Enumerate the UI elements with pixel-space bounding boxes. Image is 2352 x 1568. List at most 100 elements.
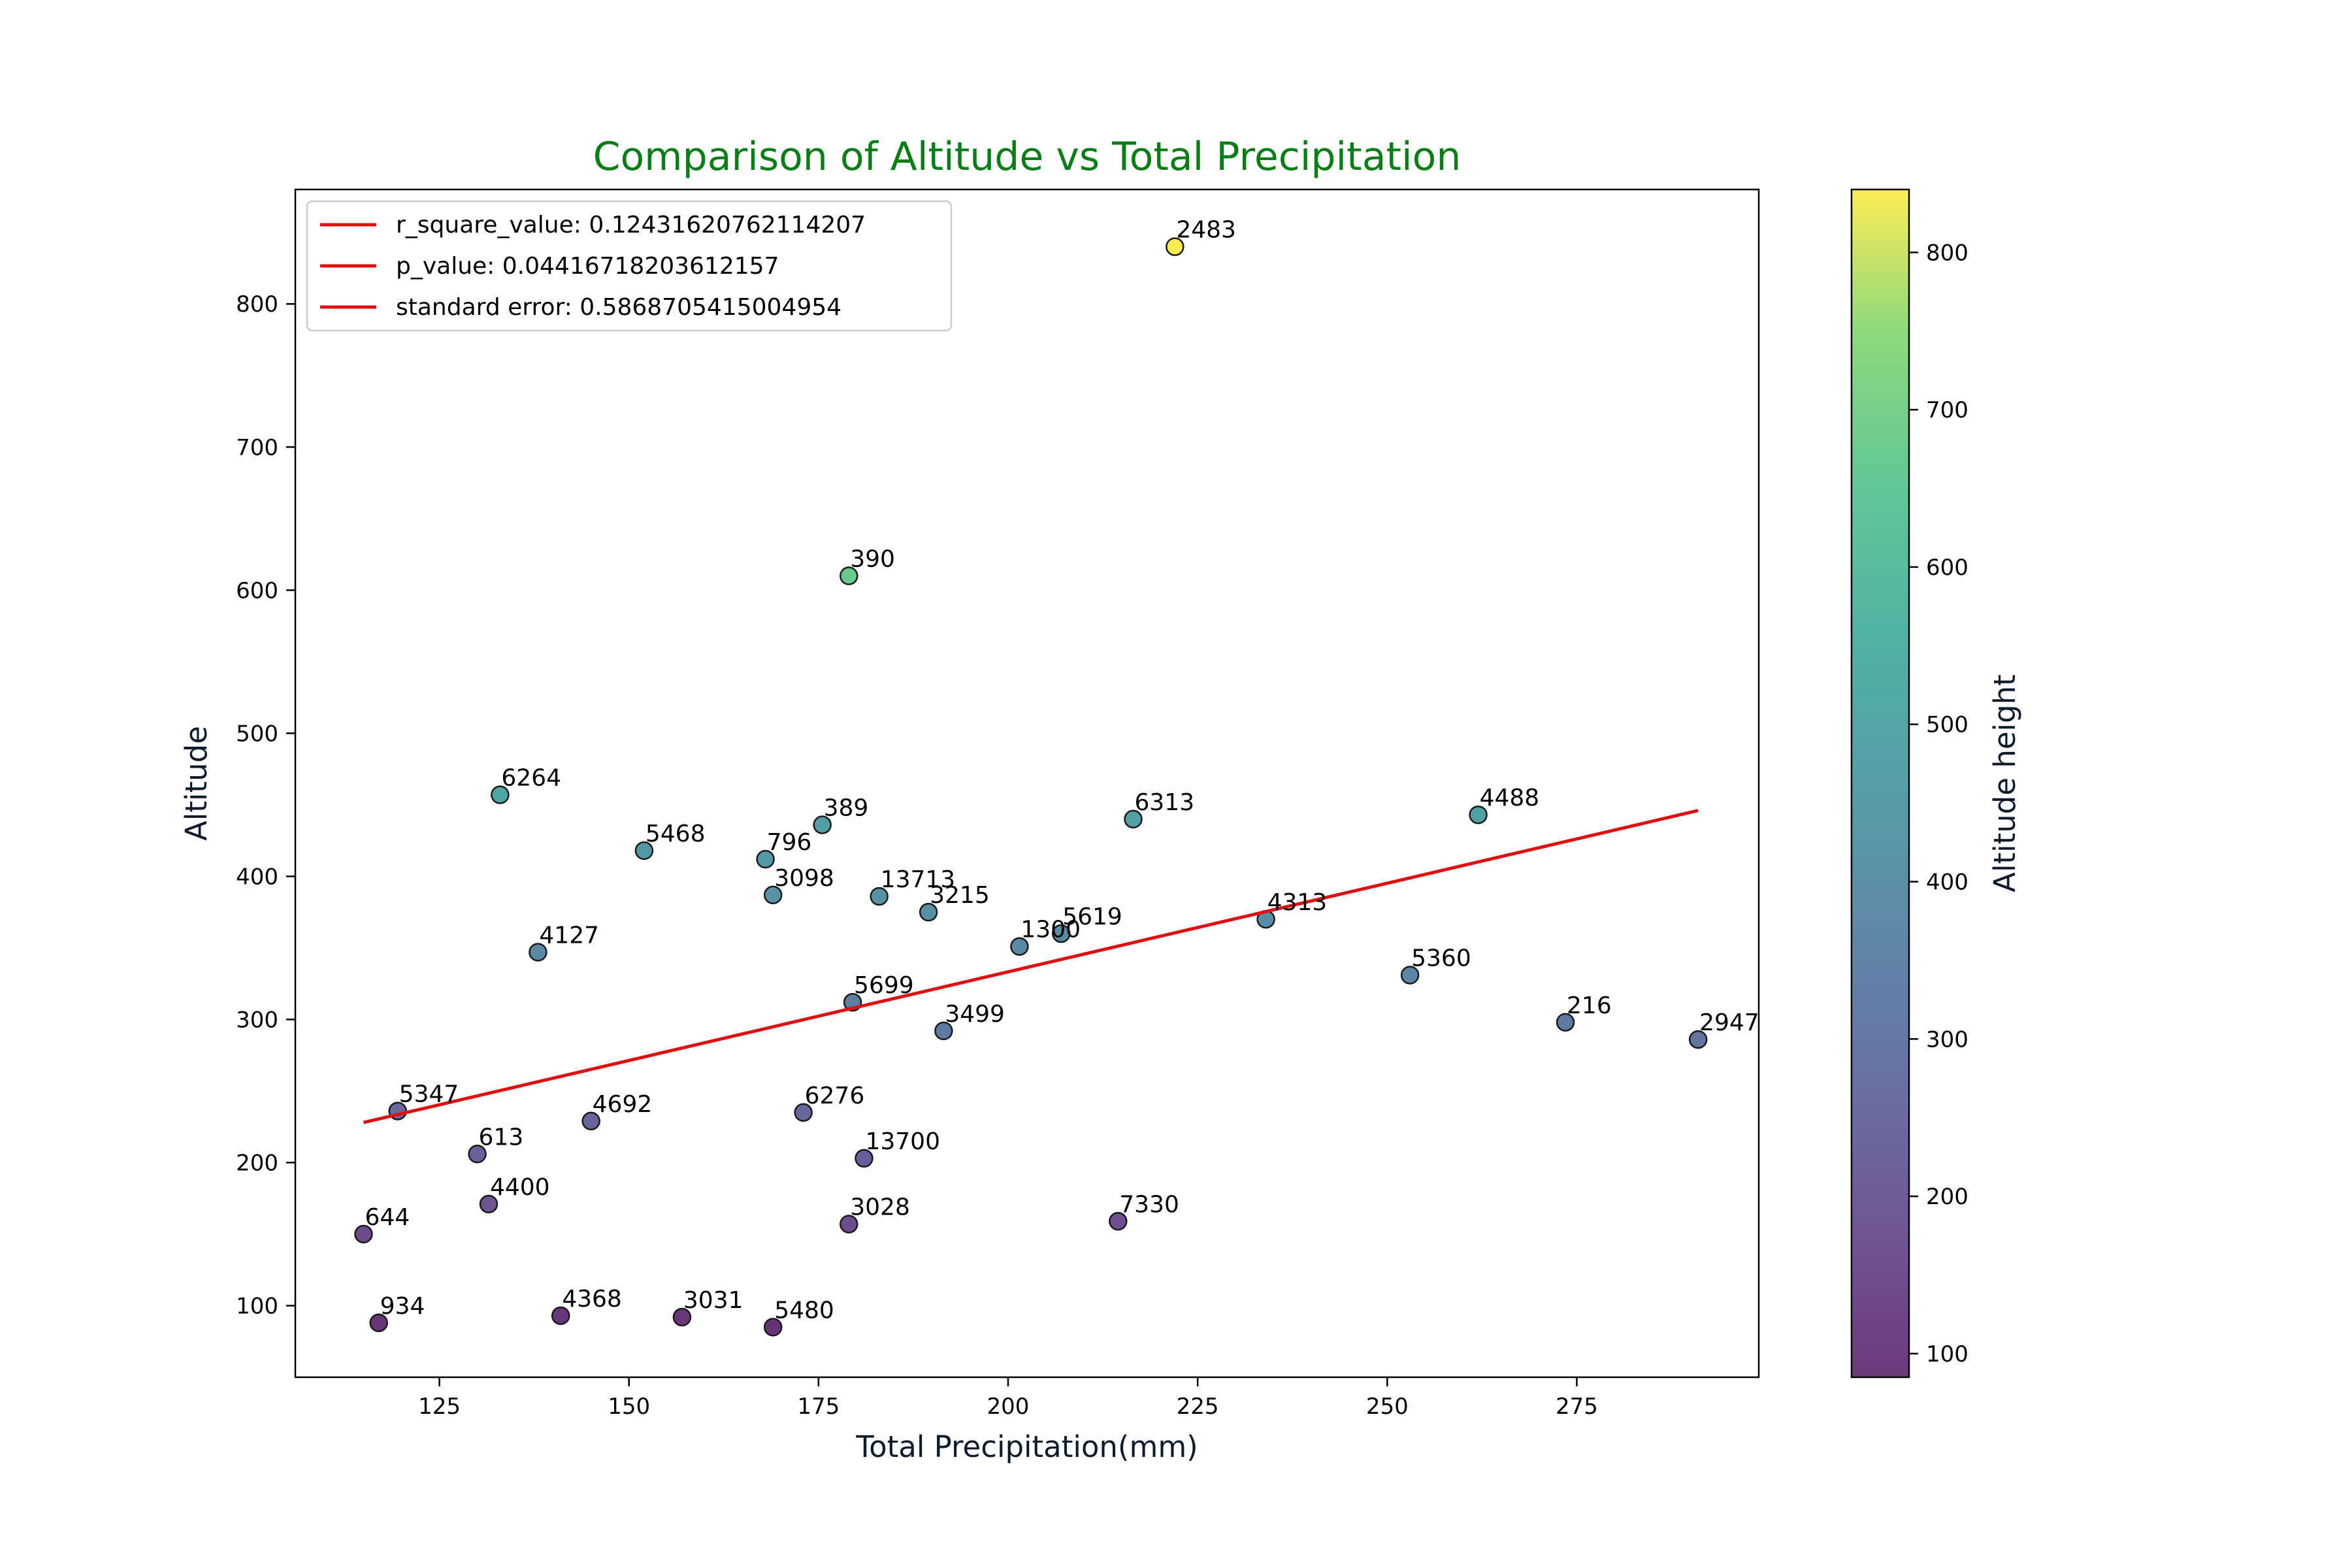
colorbar-tick-label: 100 (1926, 1341, 1968, 1367)
point-label: 6276 (805, 1083, 865, 1109)
y-tick-label: 400 (236, 864, 278, 890)
scatter-point (840, 1215, 858, 1233)
scatter-point (468, 1145, 487, 1164)
scatter-point (919, 902, 938, 922)
scatter-point (672, 1307, 692, 1327)
scatter-point (840, 566, 858, 585)
point-label: 4400 (490, 1174, 550, 1201)
colorbar-gradient (1852, 189, 1909, 1377)
scatter-point (763, 885, 783, 905)
scatter-point (1010, 937, 1029, 956)
point-label: 3028 (850, 1194, 910, 1221)
x-tick-label: 125 (418, 1394, 461, 1420)
chart-title: Comparison of Altitude vs Total Precipit… (593, 134, 1462, 180)
point-label: 3215 (930, 882, 990, 909)
scatter-point (1469, 805, 1488, 825)
scatter-point (1556, 1013, 1575, 1032)
point-label: 5360 (1411, 945, 1471, 972)
legend-entry: p_value: 0.04416718203612157 (396, 253, 779, 280)
point-label: 13700 (865, 1128, 940, 1155)
y-tick-label: 500 (236, 721, 278, 747)
x-tick-label: 225 (1177, 1394, 1219, 1420)
point-label: 4368 (562, 1286, 622, 1313)
colorbar: 100 200 300 400 500 600 700 800 Altitude height (1850, 188, 2022, 1379)
point-label: 389 (824, 795, 869, 822)
scatter-point (529, 943, 547, 962)
point-label: 390 (850, 546, 895, 572)
regression-layer (363, 809, 1699, 1124)
colorbar-tick-label: 400 (1926, 869, 1968, 895)
regression-line (363, 809, 1699, 1124)
colorbar-tick-label: 700 (1926, 397, 1968, 423)
y-axis-title: Altitude (179, 726, 214, 841)
y-tick-label: 200 (236, 1150, 278, 1176)
x-tick-label: 250 (1366, 1394, 1409, 1420)
point-label: 5468 (645, 821, 706, 847)
point-label: 13713 (881, 866, 956, 893)
point-label: 5480 (774, 1297, 834, 1324)
x-tick-label: 275 (1556, 1394, 1598, 1420)
point-label: 6264 (501, 765, 561, 792)
point-label: 5619 (1062, 904, 1122, 930)
legend-box (306, 200, 953, 332)
point-label: 7330 (1119, 1191, 1179, 1218)
point-label: 1300 (1021, 917, 1081, 943)
scatter-point (581, 1111, 600, 1131)
legend: r_square_value: 0.12431620762114207 p_val… (306, 200, 953, 332)
plot-frame (294, 188, 1760, 1379)
colorbar-tick-label: 200 (1926, 1184, 1968, 1210)
y-tick-label: 100 (236, 1293, 278, 1319)
point-label: 3031 (683, 1287, 743, 1314)
scatter-point (634, 841, 654, 860)
scatter-point (813, 815, 832, 834)
scatter-point (870, 887, 889, 906)
x-axis-title: Total Precipitation(mm) (855, 1429, 1198, 1464)
scatter-point (354, 1224, 373, 1244)
y-axis: 100 200 300 400 500 600 700 800 (236, 291, 295, 1319)
x-axis: 125 150 175 200 225 250 275 (418, 1377, 1598, 1420)
y-tick-label: 800 (236, 291, 278, 318)
scatter-point (1400, 966, 1420, 985)
scatter-point (551, 1306, 570, 1326)
colorbar-tick-label: 800 (1926, 240, 1968, 266)
point-label: 5699 (854, 972, 914, 999)
scatter-point (369, 1313, 388, 1333)
colorbar-tick-label: 500 (1926, 712, 1968, 738)
scatter-point (794, 1103, 813, 1122)
scatter-point (491, 785, 510, 804)
point-label: 934 (380, 1293, 425, 1320)
scatter-point (1051, 924, 1071, 943)
point-label: 3499 (945, 1001, 1005, 1028)
scatter-point (1166, 237, 1184, 256)
point-label: 2483 (1176, 217, 1236, 244)
scatter-point (763, 1318, 783, 1337)
point-label: 5347 (399, 1081, 459, 1108)
point-label: 4127 (539, 922, 599, 949)
points-layer (354, 237, 1708, 1337)
scatter-point (1109, 1212, 1128, 1231)
x-tick-label: 200 (987, 1394, 1030, 1420)
y-tick-label: 700 (236, 434, 278, 461)
point-label: 4313 (1267, 889, 1328, 916)
scatter-point (479, 1194, 498, 1214)
legend-entry: standard error: 0.5868705415004954 (396, 294, 841, 321)
point-label: 4488 (1480, 785, 1540, 811)
scatter-point (855, 1149, 874, 1168)
legend-entry: r_square_value: 0.12431620762114207 (396, 212, 866, 238)
point-label: 796 (767, 829, 812, 856)
colorbar-tick-label: 300 (1926, 1026, 1968, 1053)
y-tick-label: 600 (236, 578, 278, 604)
scatter-point (1688, 1030, 1708, 1049)
scatter-point (1124, 809, 1143, 829)
point-label: 613 (479, 1124, 524, 1151)
x-tick-label: 150 (608, 1394, 650, 1420)
point-label: 3098 (774, 865, 834, 892)
colorbar-tick-label: 600 (1926, 555, 1968, 581)
colorbar-frame (1850, 188, 1910, 1379)
scatter-point (756, 849, 775, 869)
colorbar-label: Altitude height (1987, 674, 2022, 892)
scatter-point (934, 1021, 953, 1041)
point-label: 6313 (1134, 789, 1194, 816)
